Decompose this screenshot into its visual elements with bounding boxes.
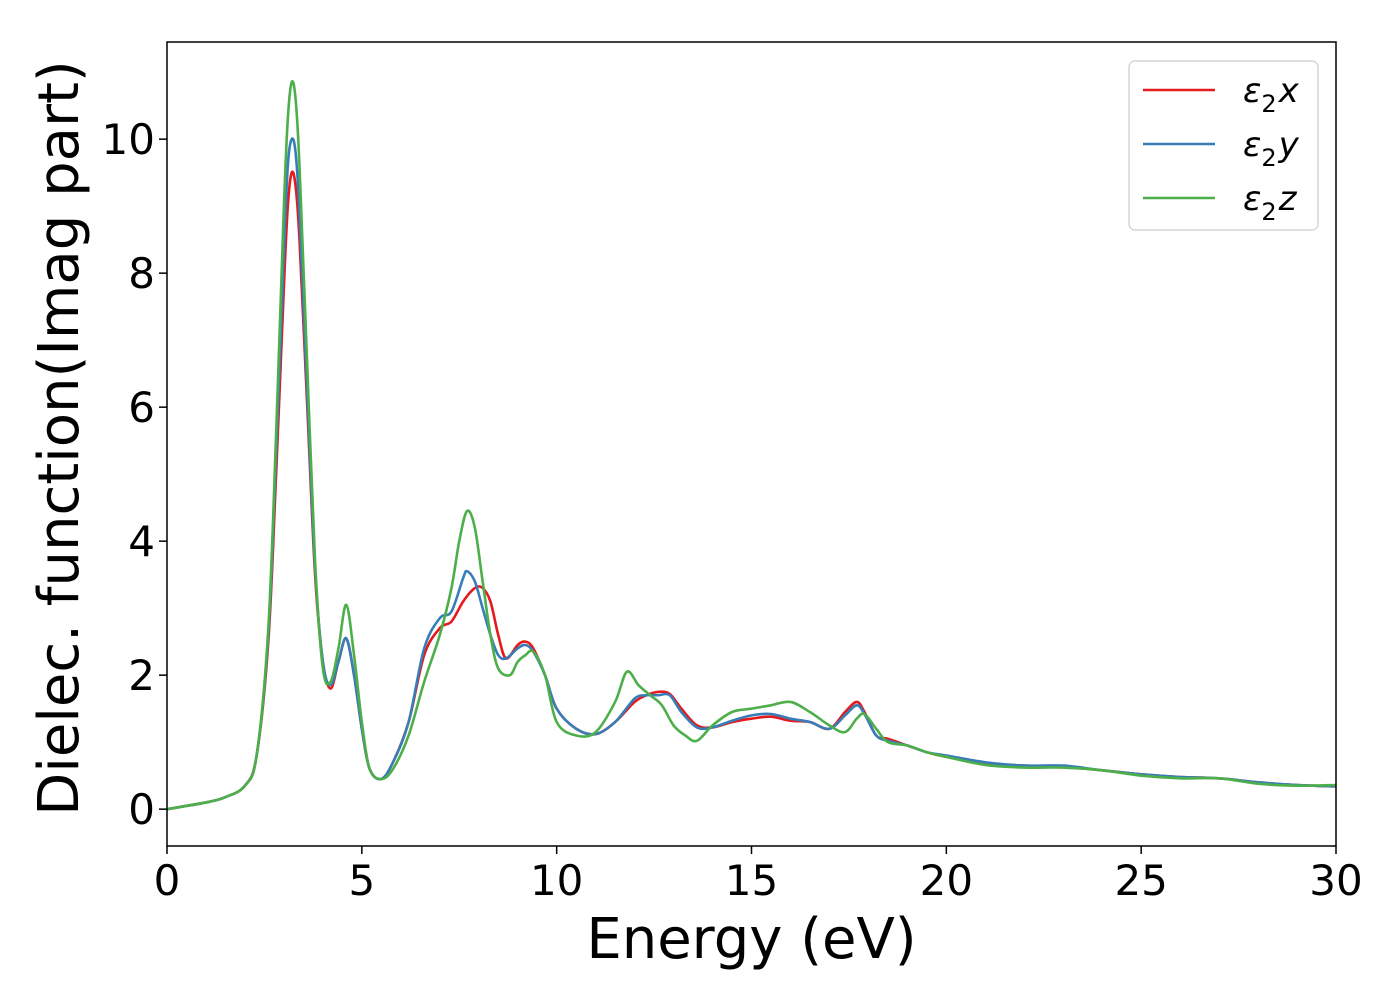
legend-symbol: ε [1243, 179, 1261, 219]
x-axis: 0 5 10 15 20 25 30 [154, 846, 1363, 905]
legend-component: z [1278, 179, 1298, 219]
legend-subscript: 2 [1261, 90, 1276, 118]
legend-symbol: ε [1243, 71, 1261, 111]
series-line-z [167, 80, 1336, 811]
series-line-y [167, 137, 1336, 811]
x-tick-label: 30 [1309, 856, 1362, 905]
legend-symbol: ε [1243, 125, 1261, 165]
legend-component: y [1278, 125, 1300, 165]
x-tick-label: 25 [1114, 856, 1167, 905]
legend-entry-label: ε2y [1243, 125, 1300, 172]
legend-box [1128, 60, 1319, 231]
x-tick-label: 15 [725, 856, 778, 905]
x-tick-label: 0 [154, 856, 181, 905]
y-tick-label: 10 [102, 115, 155, 164]
y-axis: 0 2 4 6 8 10 [102, 115, 167, 834]
series-line-x [167, 170, 1336, 811]
y-tick-label: 2 [128, 651, 155, 700]
legend-component: x [1278, 71, 1300, 111]
legend-entry-label: ε2z [1243, 179, 1298, 226]
plot-lines [167, 80, 1336, 811]
legend-subscript: 2 [1261, 144, 1276, 172]
x-tick-label: 20 [920, 856, 973, 905]
x-tick-label: 5 [348, 856, 375, 905]
y-tick-label: 0 [128, 785, 155, 834]
x-tick-label: 10 [530, 856, 583, 905]
y-tick-label: 4 [128, 517, 155, 566]
x-axis-title: Energy (eV) [586, 907, 916, 972]
y-tick-label: 6 [128, 383, 155, 432]
legend-entry-label: ε2x [1243, 71, 1300, 118]
y-tick-label: 8 [128, 249, 155, 298]
y-axis-title: Dielec. function(Imag part) [27, 60, 92, 816]
legend-subscript: 2 [1261, 198, 1276, 226]
